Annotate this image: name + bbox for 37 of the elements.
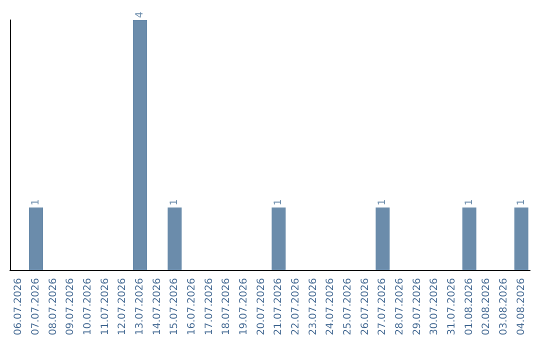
x-tick-label: 29.07.2026 [412, 278, 423, 336]
x-tick-label: 03.08.2026 [498, 278, 510, 336]
data-label: 1 [377, 199, 388, 206]
x-tick-label: 17.07.2026 [204, 278, 215, 336]
x-tick-label: 12.07.2026 [117, 278, 128, 336]
x-tick-label: 02.08.2026 [481, 278, 492, 336]
x-tick-label: 23.07.2026 [308, 278, 319, 336]
x-tick-label: 01.08.2026 [464, 278, 475, 336]
x-tick-label: 22.07.2026 [290, 278, 302, 336]
x-tick-label: 19.07.2026 [238, 278, 250, 336]
x-tick-label: 21.07.2026 [273, 278, 284, 336]
x-tick-label: 25.07.2026 [342, 278, 354, 336]
x-tick-label: 18.07.2026 [221, 278, 232, 336]
x-tick-label: 10.07.2026 [82, 278, 94, 336]
x-tick-label: 16.07.2026 [186, 278, 198, 336]
x-tick-label: 28.07.2026 [394, 278, 406, 336]
x-tick-label: 30.07.2026 [429, 278, 440, 336]
data-label: 1 [30, 199, 42, 206]
x-tick-label: 24.07.2026 [325, 278, 336, 336]
data-label: 1 [516, 199, 527, 206]
x-tick-label: 27.07.2026 [377, 278, 388, 336]
x-tick-label: 31.07.2026 [446, 278, 458, 336]
x-tick-label: 06.07.2026 [13, 278, 24, 336]
x-tick-label: 13.07.2026 [134, 278, 146, 336]
x-tick-label: 11.07.2026 [100, 278, 111, 336]
x-tick-label: 08.07.2026 [48, 278, 59, 336]
x-tick-label: 14.07.2026 [152, 278, 163, 336]
x-tick-label: 15.07.2026 [169, 278, 180, 336]
x-tick-label: 26.07.2026 [360, 278, 371, 336]
data-label: 1 [273, 199, 284, 206]
x-tick-label: 04.08.2026 [516, 278, 527, 336]
data-label: 1 [464, 199, 475, 206]
data-label: 1 [169, 199, 180, 206]
data-label: 4 [134, 12, 146, 18]
x-tick-label: 07.07.2026 [30, 278, 42, 336]
x-tick-label: 20.07.2026 [256, 278, 267, 336]
x-tick-label: 09.07.2026 [65, 278, 76, 336]
